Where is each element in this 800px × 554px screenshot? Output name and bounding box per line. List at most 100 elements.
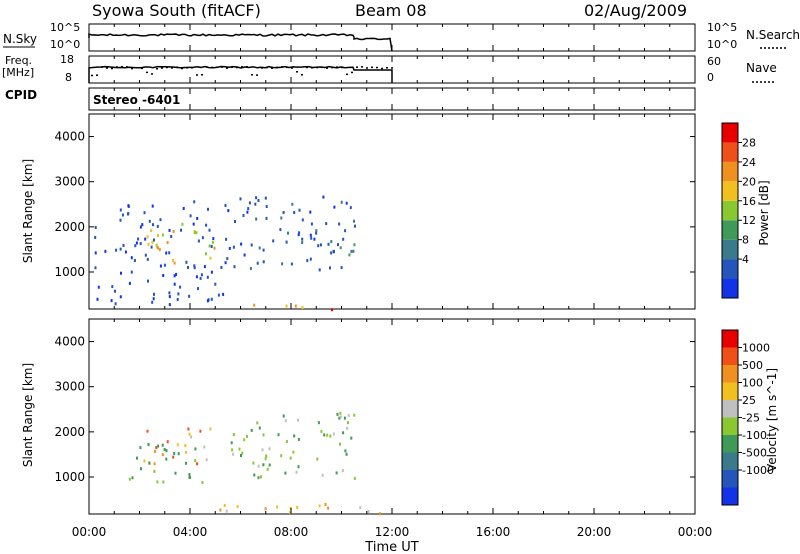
- colorbar-frame: [721, 122, 739, 299]
- data-cell: [354, 224, 356, 228]
- colorbar-swatch: [722, 435, 738, 453]
- cpid-label: CPID: [5, 88, 37, 102]
- data-cell: [279, 228, 282, 232]
- data-cell: [140, 467, 142, 471]
- data-cell: [310, 236, 313, 240]
- colorbar-tick-label: 500: [742, 359, 763, 372]
- nave-dotted-trace: [91, 66, 393, 77]
- data-cell: [210, 244, 213, 248]
- data-cell: [188, 432, 191, 436]
- data-cell: [339, 415, 342, 419]
- time-tick-label: 00:00: [72, 525, 107, 539]
- data-cell: [315, 229, 318, 233]
- data-cell: [210, 270, 213, 274]
- data-cell: [332, 432, 335, 436]
- velocity-heatmap: [128, 411, 381, 516]
- data-cell: [379, 512, 381, 516]
- data-cell: [293, 434, 296, 438]
- freq-right-label: Nave: [746, 61, 777, 75]
- data-cell: [157, 246, 159, 250]
- y-tick-label: 3000: [54, 380, 85, 394]
- data-cell: [187, 427, 190, 431]
- data-cell: [110, 299, 113, 303]
- data-cell: [290, 262, 293, 266]
- data-cell: [261, 448, 264, 452]
- velocity-panel-frame: [88, 318, 696, 515]
- data-cell: [157, 234, 159, 237]
- data-cell: [190, 435, 193, 439]
- data-cell: [293, 211, 296, 214]
- nave-dot: [161, 67, 163, 69]
- data-cell: [205, 223, 208, 227]
- nave-dot: [91, 74, 93, 77]
- velocity-y-axis-title: Slant Range [km]: [21, 363, 35, 467]
- data-cell: [161, 453, 164, 457]
- data-cell: [225, 509, 228, 513]
- data-cell: [185, 461, 187, 465]
- data-cell: [340, 266, 343, 270]
- colorbar-swatch: [722, 365, 738, 383]
- data-cell: [196, 462, 199, 466]
- data-cell: [265, 454, 268, 458]
- nave-dot: [261, 67, 263, 69]
- data-cell: [168, 228, 171, 232]
- noise-left-tick-bottom: 10^0: [50, 38, 80, 51]
- time-axis-title: Time UT: [364, 540, 418, 554]
- freq-left-tick-bottom: 8: [65, 71, 72, 84]
- data-cell: [348, 253, 351, 257]
- data-cell: [177, 292, 180, 296]
- data-cell: [298, 231, 301, 235]
- y-tick-label: 2000: [54, 220, 85, 234]
- data-cell: [253, 303, 256, 307]
- data-cell: [207, 207, 209, 211]
- data-cell: [346, 426, 349, 430]
- nave-dot: [371, 66, 373, 69]
- data-cell: [159, 264, 162, 268]
- data-cell: [165, 449, 168, 453]
- data-cell: [240, 242, 243, 246]
- noise-left-tick-top: 10^5: [50, 21, 80, 34]
- data-cell: [319, 243, 322, 247]
- data-cell: [248, 201, 251, 205]
- data-cell: [297, 437, 300, 441]
- y-tick-label: 3000: [54, 175, 85, 189]
- data-cell: [147, 443, 150, 446]
- data-cell: [285, 304, 288, 308]
- data-cell: [367, 510, 370, 513]
- data-cell: [342, 431, 345, 435]
- data-cell: [194, 459, 197, 463]
- data-cell: [194, 447, 197, 451]
- data-cell: [309, 233, 312, 237]
- data-cell: [114, 289, 116, 293]
- data-cell: [127, 204, 130, 208]
- colorbar-tick-label: 4: [742, 253, 749, 266]
- y-tick-label: 1000: [54, 470, 85, 484]
- data-cell: [330, 240, 333, 244]
- data-cell: [301, 218, 304, 222]
- data-cell: [206, 275, 209, 279]
- data-cell: [155, 243, 158, 247]
- data-cell: [236, 505, 239, 509]
- data-cell: [262, 463, 265, 467]
- colorbar-swatch: [722, 142, 738, 162]
- nave-dot: [361, 66, 363, 68]
- data-cell: [284, 419, 287, 423]
- data-cell: [250, 428, 253, 432]
- nave-dot: [221, 66, 223, 68]
- data-cell: [230, 441, 233, 445]
- data-cell: [242, 214, 245, 217]
- nave-dot: [151, 73, 153, 75]
- data-cell: [162, 274, 165, 277]
- data-cell: [280, 216, 283, 220]
- data-cell: [326, 433, 329, 437]
- data-cell: [344, 229, 347, 233]
- time-tick-label: 00:00: [678, 525, 713, 539]
- data-cell: [276, 505, 279, 509]
- data-cell: [227, 209, 230, 213]
- data-cell: [233, 265, 236, 269]
- data-cell: [205, 252, 207, 256]
- nave-dot: [216, 66, 218, 68]
- colorbar-swatch: [722, 452, 738, 470]
- data-cell: [337, 243, 339, 247]
- data-cell: [323, 433, 326, 437]
